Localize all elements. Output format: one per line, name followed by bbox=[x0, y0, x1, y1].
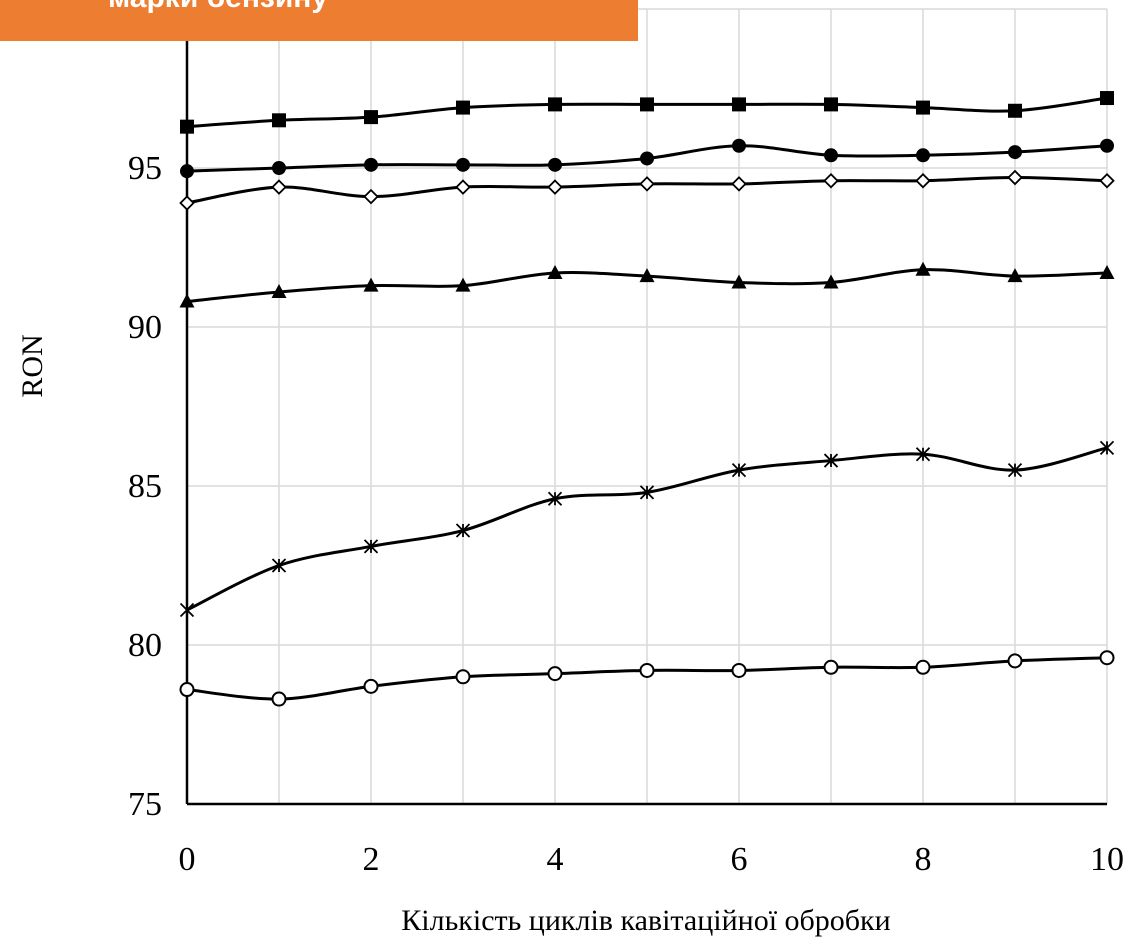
data-point bbox=[639, 268, 655, 283]
y-axis-title: RON bbox=[16, 334, 49, 397]
data-point bbox=[179, 682, 195, 698]
data-point bbox=[455, 277, 471, 292]
data-point bbox=[823, 659, 839, 675]
data-point bbox=[547, 264, 563, 279]
data-point bbox=[1100, 91, 1114, 106]
data-point bbox=[915, 172, 931, 189]
data-point bbox=[363, 188, 379, 205]
data-point bbox=[731, 662, 747, 678]
data-point bbox=[271, 179, 287, 195]
data-point bbox=[731, 176, 747, 192]
data-point bbox=[639, 485, 655, 500]
data-point bbox=[916, 148, 930, 163]
data-point bbox=[1007, 169, 1023, 186]
data-point bbox=[1007, 268, 1023, 283]
x-axis-title: Кількість циклів кавітаційної обробки bbox=[401, 904, 890, 937]
data-point bbox=[180, 164, 194, 179]
data-point bbox=[363, 678, 379, 694]
data-point bbox=[179, 195, 195, 211]
data-point bbox=[1008, 145, 1022, 160]
y-tick-label: 90 bbox=[128, 309, 162, 346]
data-point bbox=[916, 100, 930, 115]
data-point bbox=[455, 669, 471, 685]
data-point bbox=[823, 172, 839, 189]
data-point bbox=[271, 558, 287, 573]
data-point bbox=[823, 274, 839, 289]
data-point bbox=[271, 284, 287, 299]
data-point bbox=[732, 97, 746, 112]
data-point bbox=[915, 659, 931, 675]
y-tick-label: 80 bbox=[128, 627, 162, 664]
data-point bbox=[1007, 462, 1023, 478]
data-point bbox=[456, 100, 470, 115]
grid-layer bbox=[187, 8, 1108, 804]
data-point bbox=[1099, 264, 1115, 279]
data-point bbox=[731, 274, 747, 289]
title-banner-text: марки бензину bbox=[108, 0, 328, 14]
title-banner-background bbox=[0, 0, 638, 41]
title-banner: марки бензину bbox=[0, 0, 638, 41]
data-point bbox=[363, 539, 379, 554]
x-tick-label: 0 bbox=[179, 841, 196, 878]
x-tick-label: 4 bbox=[547, 841, 564, 878]
data-point bbox=[364, 157, 378, 172]
x-tick-label: 6 bbox=[731, 841, 748, 878]
data-point bbox=[271, 691, 287, 707]
data-point bbox=[364, 110, 378, 125]
data-point bbox=[547, 666, 563, 682]
y-tick-label: 95 bbox=[128, 150, 162, 187]
data-point bbox=[915, 261, 931, 276]
marker-layer bbox=[179, 91, 1115, 707]
data-point bbox=[179, 293, 195, 308]
data-point bbox=[640, 151, 654, 166]
y-tick-label: 75 bbox=[128, 786, 162, 823]
data-point bbox=[456, 157, 470, 172]
x-tick-label: 10 bbox=[1090, 841, 1124, 878]
data-point bbox=[1007, 653, 1023, 669]
data-point bbox=[732, 138, 746, 153]
data-point bbox=[1100, 138, 1114, 153]
data-point bbox=[455, 179, 471, 195]
data-point bbox=[639, 662, 655, 678]
data-point bbox=[824, 97, 838, 112]
data-point bbox=[180, 119, 194, 134]
data-point bbox=[547, 179, 563, 195]
data-point bbox=[731, 462, 747, 478]
x-tick-label: 8 bbox=[915, 841, 932, 878]
data-point bbox=[272, 113, 286, 128]
data-point bbox=[824, 148, 838, 163]
data-point bbox=[548, 157, 562, 172]
data-point bbox=[363, 277, 379, 292]
data-point bbox=[548, 97, 562, 112]
x-tick-label: 2 bbox=[363, 841, 380, 878]
data-point bbox=[640, 97, 654, 112]
tick-labels: 0 2 4 6 8 10 75 80 85 90 95 bbox=[128, 150, 1124, 878]
data-point bbox=[1099, 172, 1115, 189]
data-point bbox=[547, 491, 563, 506]
data-point bbox=[455, 523, 471, 538]
data-point bbox=[823, 453, 839, 468]
axes bbox=[185, 9, 1107, 806]
data-point bbox=[1008, 103, 1022, 118]
data-point bbox=[1099, 440, 1115, 455]
data-point bbox=[179, 602, 195, 618]
data-point bbox=[272, 161, 286, 175]
y-tick-label: 85 bbox=[128, 468, 162, 505]
data-point bbox=[915, 447, 931, 462]
data-point bbox=[1099, 650, 1115, 666]
data-point bbox=[639, 176, 655, 192]
